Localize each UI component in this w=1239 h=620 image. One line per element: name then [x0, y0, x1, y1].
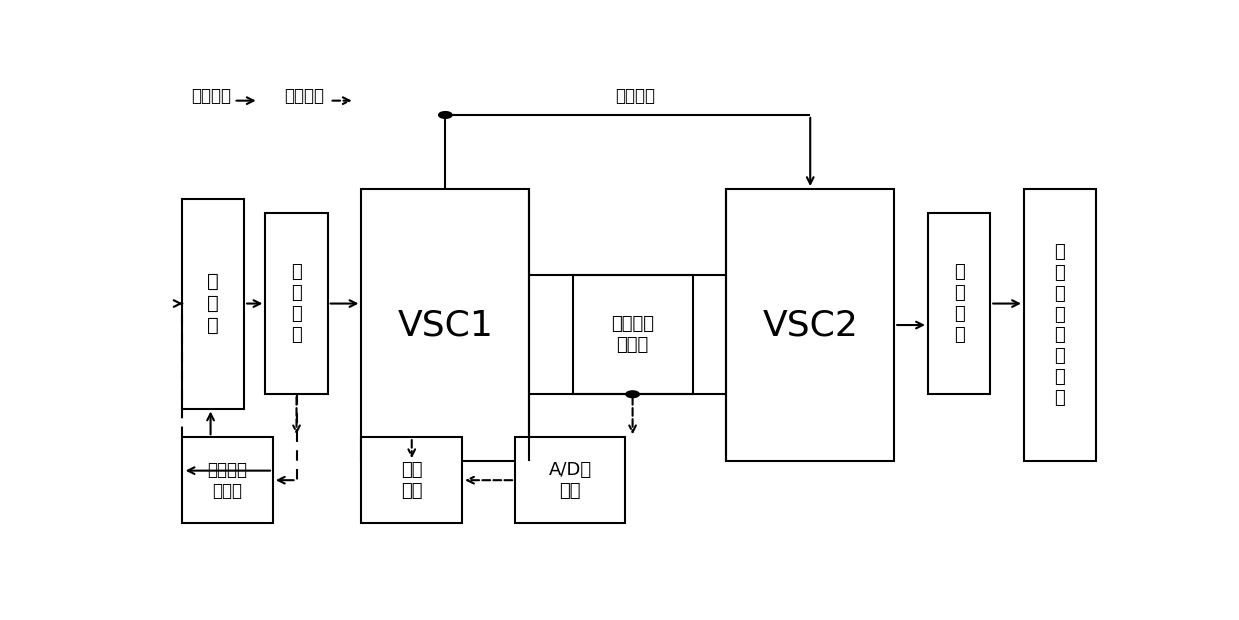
Circle shape [626, 391, 639, 397]
Text: VSC2: VSC2 [762, 308, 859, 342]
Text: 直流电流: 直流电流 [615, 87, 655, 105]
Bar [1023, 189, 1097, 461]
Circle shape [439, 112, 452, 118]
Bar [362, 189, 529, 461]
Text: 双馈风机
控制器: 双馈风机 控制器 [207, 461, 248, 500]
Bar [182, 198, 244, 409]
Text: 功率流向: 功率流向 [191, 87, 232, 105]
Bar [515, 437, 626, 523]
Bar [572, 275, 693, 394]
Text: 交
流
线
路: 交 流 线 路 [291, 264, 302, 343]
Text: 受
端
等
效
交
流
电
网: 受 端 等 效 交 流 电 网 [1054, 243, 1066, 407]
Bar [726, 189, 895, 461]
Bar [265, 213, 327, 394]
Text: 信号流向: 信号流向 [285, 87, 325, 105]
Text: A/D转
换器: A/D转 换器 [549, 461, 592, 500]
Bar [362, 437, 462, 523]
Bar [928, 213, 990, 394]
Text: 控制
机柜: 控制 机柜 [401, 461, 422, 500]
Text: 场
电
风: 场 电 风 [207, 272, 219, 335]
Text: 交
流
线
路: 交 流 线 路 [954, 264, 964, 343]
Bar [182, 437, 273, 523]
Text: 直流电压
互感器: 直流电压 互感器 [611, 315, 654, 354]
Text: VSC1: VSC1 [398, 308, 493, 342]
